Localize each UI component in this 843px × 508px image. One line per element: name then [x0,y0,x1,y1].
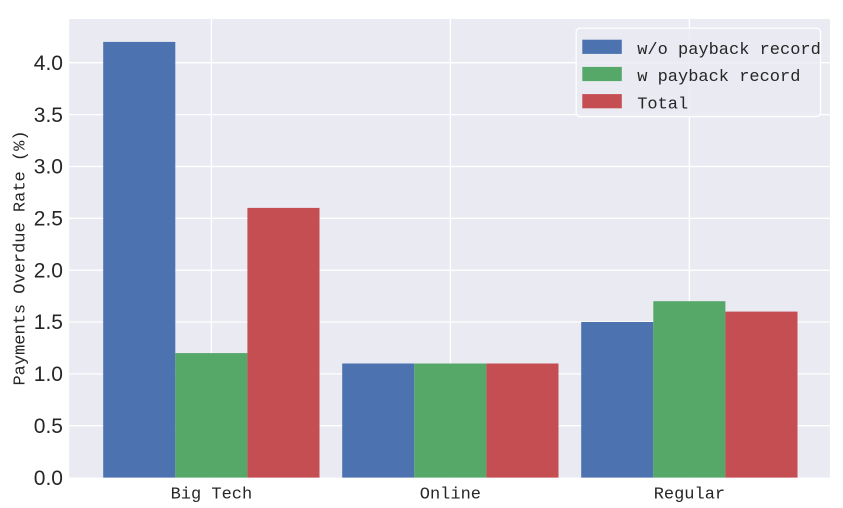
svg-text:w payback record: w payback record [637,68,800,87]
svg-text:w/o payback record: w/o payback record [637,41,821,60]
svg-text:0.5: 0.5 [34,415,63,438]
svg-text:4.0: 4.0 [34,52,63,75]
svg-text:3.0: 3.0 [34,156,63,179]
svg-text:1.5: 1.5 [34,311,63,334]
svg-text:Regular: Regular [654,485,725,504]
svg-text:Payments Overdue Rate (%): Payments Overdue Rate (%) [12,130,31,385]
svg-text:0.0: 0.0 [34,467,63,490]
svg-text:1.0: 1.0 [34,363,63,386]
svg-text:Total: Total [637,95,688,114]
svg-text:3.5: 3.5 [34,104,63,127]
svg-text:2.0: 2.0 [34,259,63,282]
svg-text:Online: Online [420,485,481,504]
svg-text:Big Tech: Big Tech [171,485,253,504]
svg-text:2.5: 2.5 [34,208,63,231]
